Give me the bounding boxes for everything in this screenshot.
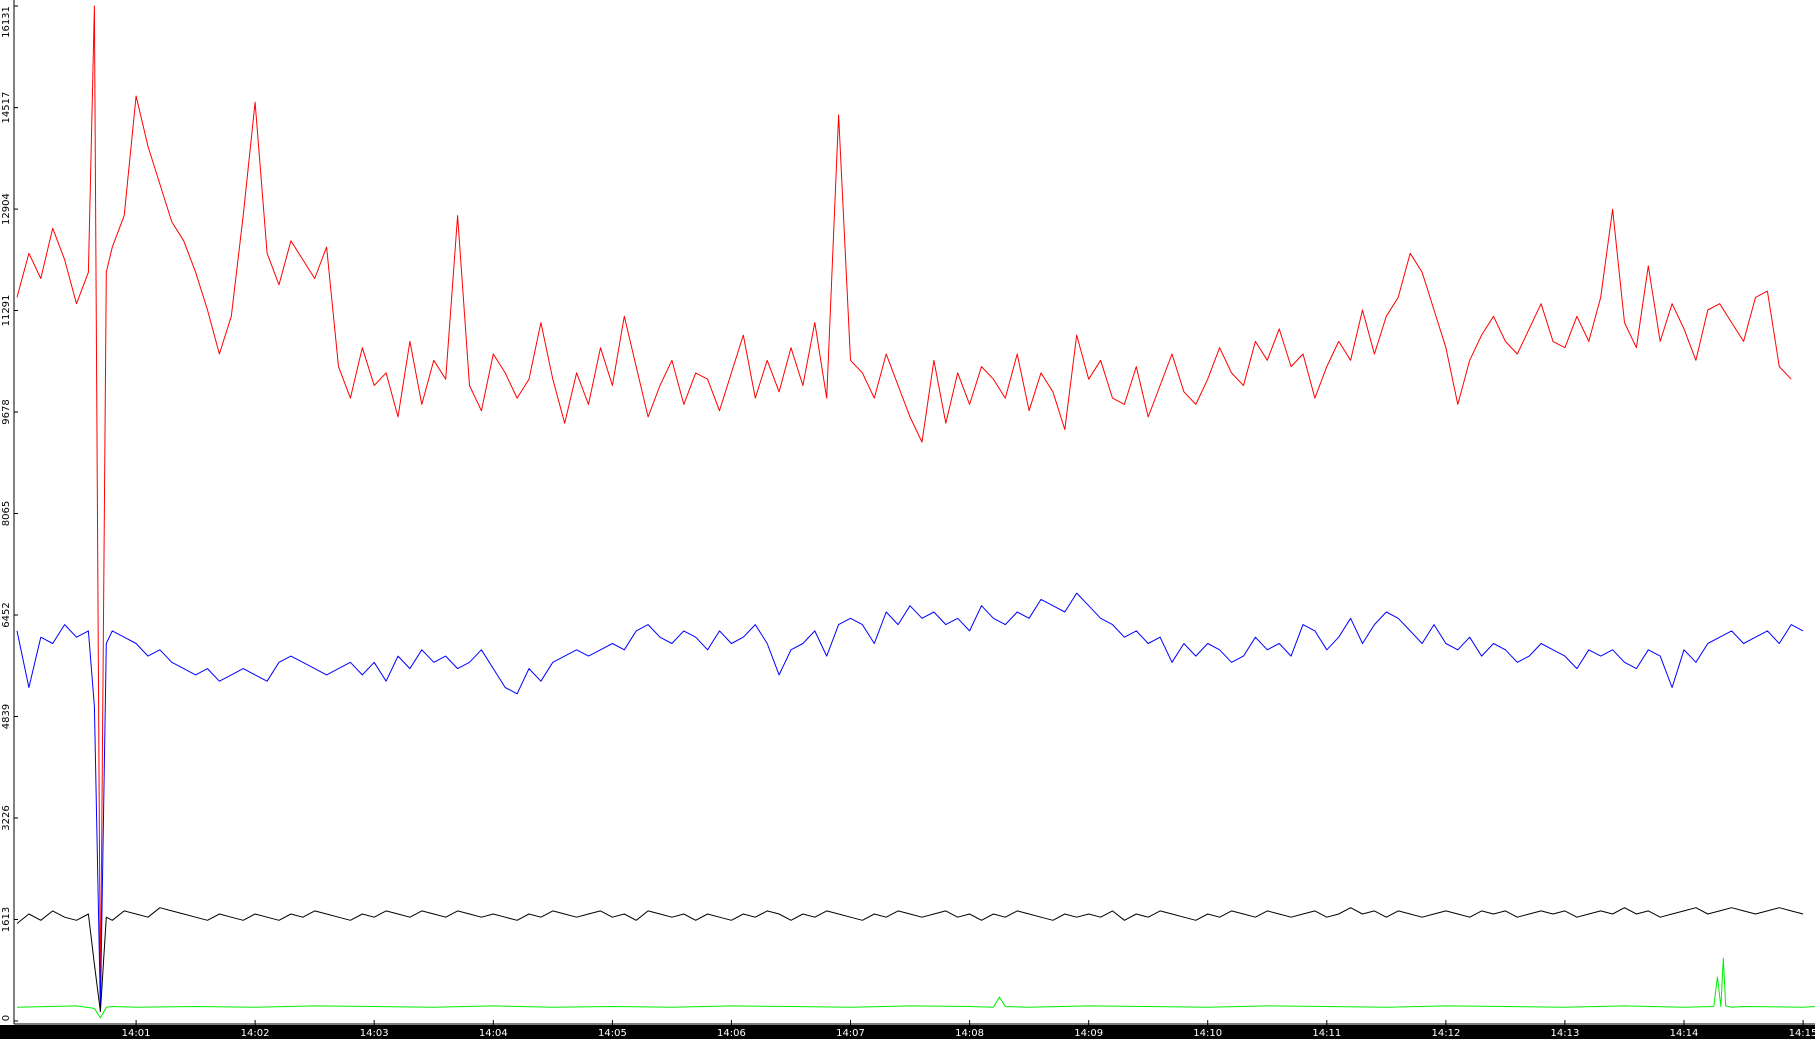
y-tick-label: 6452 xyxy=(1,602,12,627)
x-axis-band xyxy=(0,1025,1815,1039)
x-tick-label: 14:06 xyxy=(717,1028,746,1039)
x-tick-label: 14:12 xyxy=(1431,1028,1460,1039)
y-tick-label: 11291 xyxy=(1,295,12,327)
x-tick-label: 14:03 xyxy=(360,1028,389,1039)
series-line-1 xyxy=(16,5,1792,1003)
x-tick-label: 14:04 xyxy=(479,1028,508,1039)
x-tick-label: 14:14 xyxy=(1670,1028,1699,1039)
y-tick-label: 3226 xyxy=(1,805,12,830)
y-tick-label: 12904 xyxy=(1,193,12,225)
x-tick-label: 14:09 xyxy=(1074,1028,1103,1039)
x-tick-label: 14:10 xyxy=(1193,1028,1222,1039)
x-tick-label: 14:15 xyxy=(1789,1028,1815,1039)
series-line-2 xyxy=(16,592,1804,1009)
x-tick-label: 14:08 xyxy=(955,1028,984,1039)
series-line-4 xyxy=(16,957,1815,1019)
y-tick-label: 0 xyxy=(1,1015,12,1021)
x-tick-label: 14:11 xyxy=(1312,1028,1341,1039)
x-tick-label: 14:05 xyxy=(598,1028,627,1039)
x-tick-layer: 14:01 14:02 14:03 14:04 14:05 14:06 14:07 14:08… xyxy=(122,1020,1815,1039)
x-tick-label: 14:01 xyxy=(122,1028,151,1039)
series-layer xyxy=(16,5,1815,1019)
y-tick-label: 9678 xyxy=(1,399,12,424)
y-tick-label: 4839 xyxy=(1,704,12,729)
x-tick-label: 14:02 xyxy=(241,1028,270,1039)
y-tick-layer: 0 1613 3226 4839 6452 8065 9678 11291 12904 14517… xyxy=(1,5,18,1022)
y-tick-label: 16131 xyxy=(1,6,12,38)
x-tick-label: 14:07 xyxy=(836,1028,865,1039)
y-tick-label: 14517 xyxy=(1,92,12,124)
series-line-3 xyxy=(16,907,1804,1013)
y-tick-label: 8065 xyxy=(1,501,12,526)
x-tick-label: 14:13 xyxy=(1550,1028,1579,1039)
y-tick-label: 1613 xyxy=(1,907,12,932)
